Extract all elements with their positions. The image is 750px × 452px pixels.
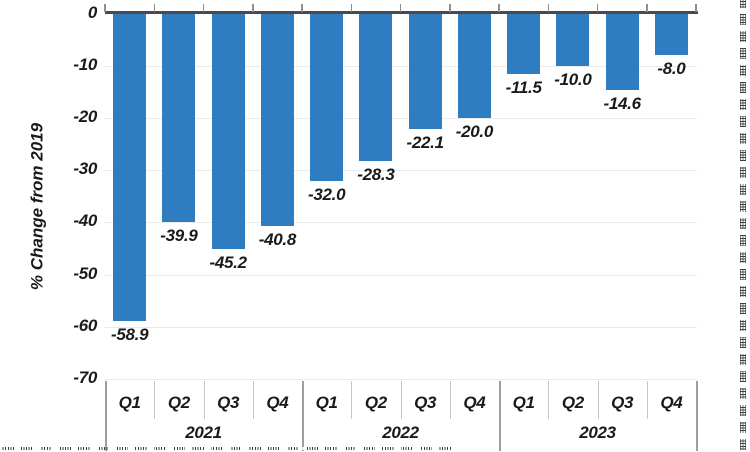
bar bbox=[162, 13, 196, 222]
axis-tick-mark bbox=[350, 4, 352, 12]
bar-value-label: -11.5 bbox=[505, 77, 542, 97]
bar-value-label: -14.6 bbox=[603, 93, 642, 113]
quarter-separator bbox=[646, 381, 648, 419]
quarter-label: Q3 bbox=[217, 393, 240, 412]
axis-tick-mark bbox=[498, 4, 500, 12]
bar-value-label: -32.0 bbox=[308, 184, 346, 204]
y-tick-label: -60 bbox=[73, 315, 97, 335]
quarter-separator bbox=[351, 381, 353, 419]
quarter-label: Q3 bbox=[611, 393, 634, 412]
quarter-separator bbox=[597, 381, 599, 419]
bar-value-label: -39.9 bbox=[160, 225, 198, 245]
axis-tick-mark bbox=[202, 4, 205, 12]
quarter-label: Q1 bbox=[315, 393, 338, 412]
y-axis-title: % Change from 2019 bbox=[27, 122, 47, 291]
bar-value-label: -40.8 bbox=[258, 230, 297, 250]
year-separator bbox=[499, 381, 501, 451]
axis-tick-mark bbox=[301, 4, 303, 12]
bar bbox=[211, 13, 245, 250]
quarter-label: Q1 bbox=[512, 393, 535, 412]
bar bbox=[113, 13, 147, 321]
bar bbox=[310, 13, 344, 181]
gridline bbox=[105, 65, 697, 67]
bar-value-label: -45.2 bbox=[209, 253, 248, 273]
quarter-label: Q4 bbox=[660, 393, 683, 412]
quarter-separator bbox=[154, 381, 156, 419]
axis-tick-mark bbox=[104, 4, 106, 12]
year-separator bbox=[105, 381, 107, 451]
y-tick-label: 0 bbox=[87, 2, 97, 22]
axis-tick-mark bbox=[646, 4, 648, 12]
quarter-label: Q1 bbox=[118, 393, 141, 412]
year-label: 2021 bbox=[185, 423, 222, 442]
quarter-label: Q4 bbox=[266, 393, 289, 412]
axis-tick-mark bbox=[153, 4, 155, 12]
zero-baseline bbox=[105, 11, 698, 14]
axis-tick-mark bbox=[399, 4, 402, 12]
axis-tick-mark bbox=[695, 4, 697, 12]
bar bbox=[605, 13, 639, 90]
illegible-micro-text-bottom bbox=[0, 447, 458, 450]
year-separator bbox=[696, 381, 698, 451]
bar bbox=[408, 13, 442, 129]
quarter-label: Q4 bbox=[463, 393, 486, 412]
bar bbox=[654, 13, 688, 56]
year-label: 2023 bbox=[579, 423, 616, 442]
axis-tick-mark bbox=[449, 4, 451, 12]
bar-value-label: -28.3 bbox=[357, 165, 395, 185]
gridline bbox=[105, 117, 697, 119]
quarter-label: Q2 bbox=[364, 393, 387, 412]
gridline bbox=[105, 326, 697, 328]
y-tick-label: -40 bbox=[73, 211, 97, 231]
axis-tick-mark bbox=[252, 4, 254, 12]
bar bbox=[260, 13, 294, 227]
illegible-micro-text-right bbox=[740, 0, 746, 452]
bar-value-label: -10.0 bbox=[554, 69, 592, 89]
gridline bbox=[105, 170, 697, 172]
quarter-separator bbox=[203, 381, 205, 419]
quarter-separator bbox=[252, 381, 254, 419]
bar bbox=[457, 13, 491, 118]
bar bbox=[556, 13, 590, 66]
axis-tick-mark bbox=[547, 4, 549, 12]
year-separator bbox=[302, 381, 304, 451]
bar-value-label: -20.0 bbox=[455, 121, 494, 141]
bar bbox=[359, 13, 393, 162]
axis-tick-mark bbox=[596, 4, 599, 12]
bar-value-label: -8.0 bbox=[657, 59, 686, 79]
y-tick-label: -70 bbox=[73, 367, 97, 387]
gridline bbox=[105, 222, 697, 224]
quarter-label: Q2 bbox=[561, 393, 584, 412]
y-tick-label: -50 bbox=[73, 263, 97, 283]
quarter-label: Q2 bbox=[167, 393, 190, 412]
quarter-label: Q3 bbox=[414, 393, 437, 412]
quarter-separator bbox=[400, 381, 402, 419]
gridline bbox=[105, 378, 697, 380]
bar bbox=[507, 13, 541, 74]
bar-value-label: -22.1 bbox=[406, 132, 445, 152]
y-tick-label: -10 bbox=[73, 54, 97, 74]
y-tick-label: -20 bbox=[73, 106, 97, 126]
y-tick-label: -30 bbox=[73, 159, 97, 179]
gridline bbox=[105, 274, 697, 276]
bar-value-label: -58.9 bbox=[111, 324, 149, 344]
quarter-separator bbox=[548, 381, 550, 419]
quarter-separator bbox=[449, 381, 451, 419]
year-label: 2022 bbox=[382, 423, 419, 442]
